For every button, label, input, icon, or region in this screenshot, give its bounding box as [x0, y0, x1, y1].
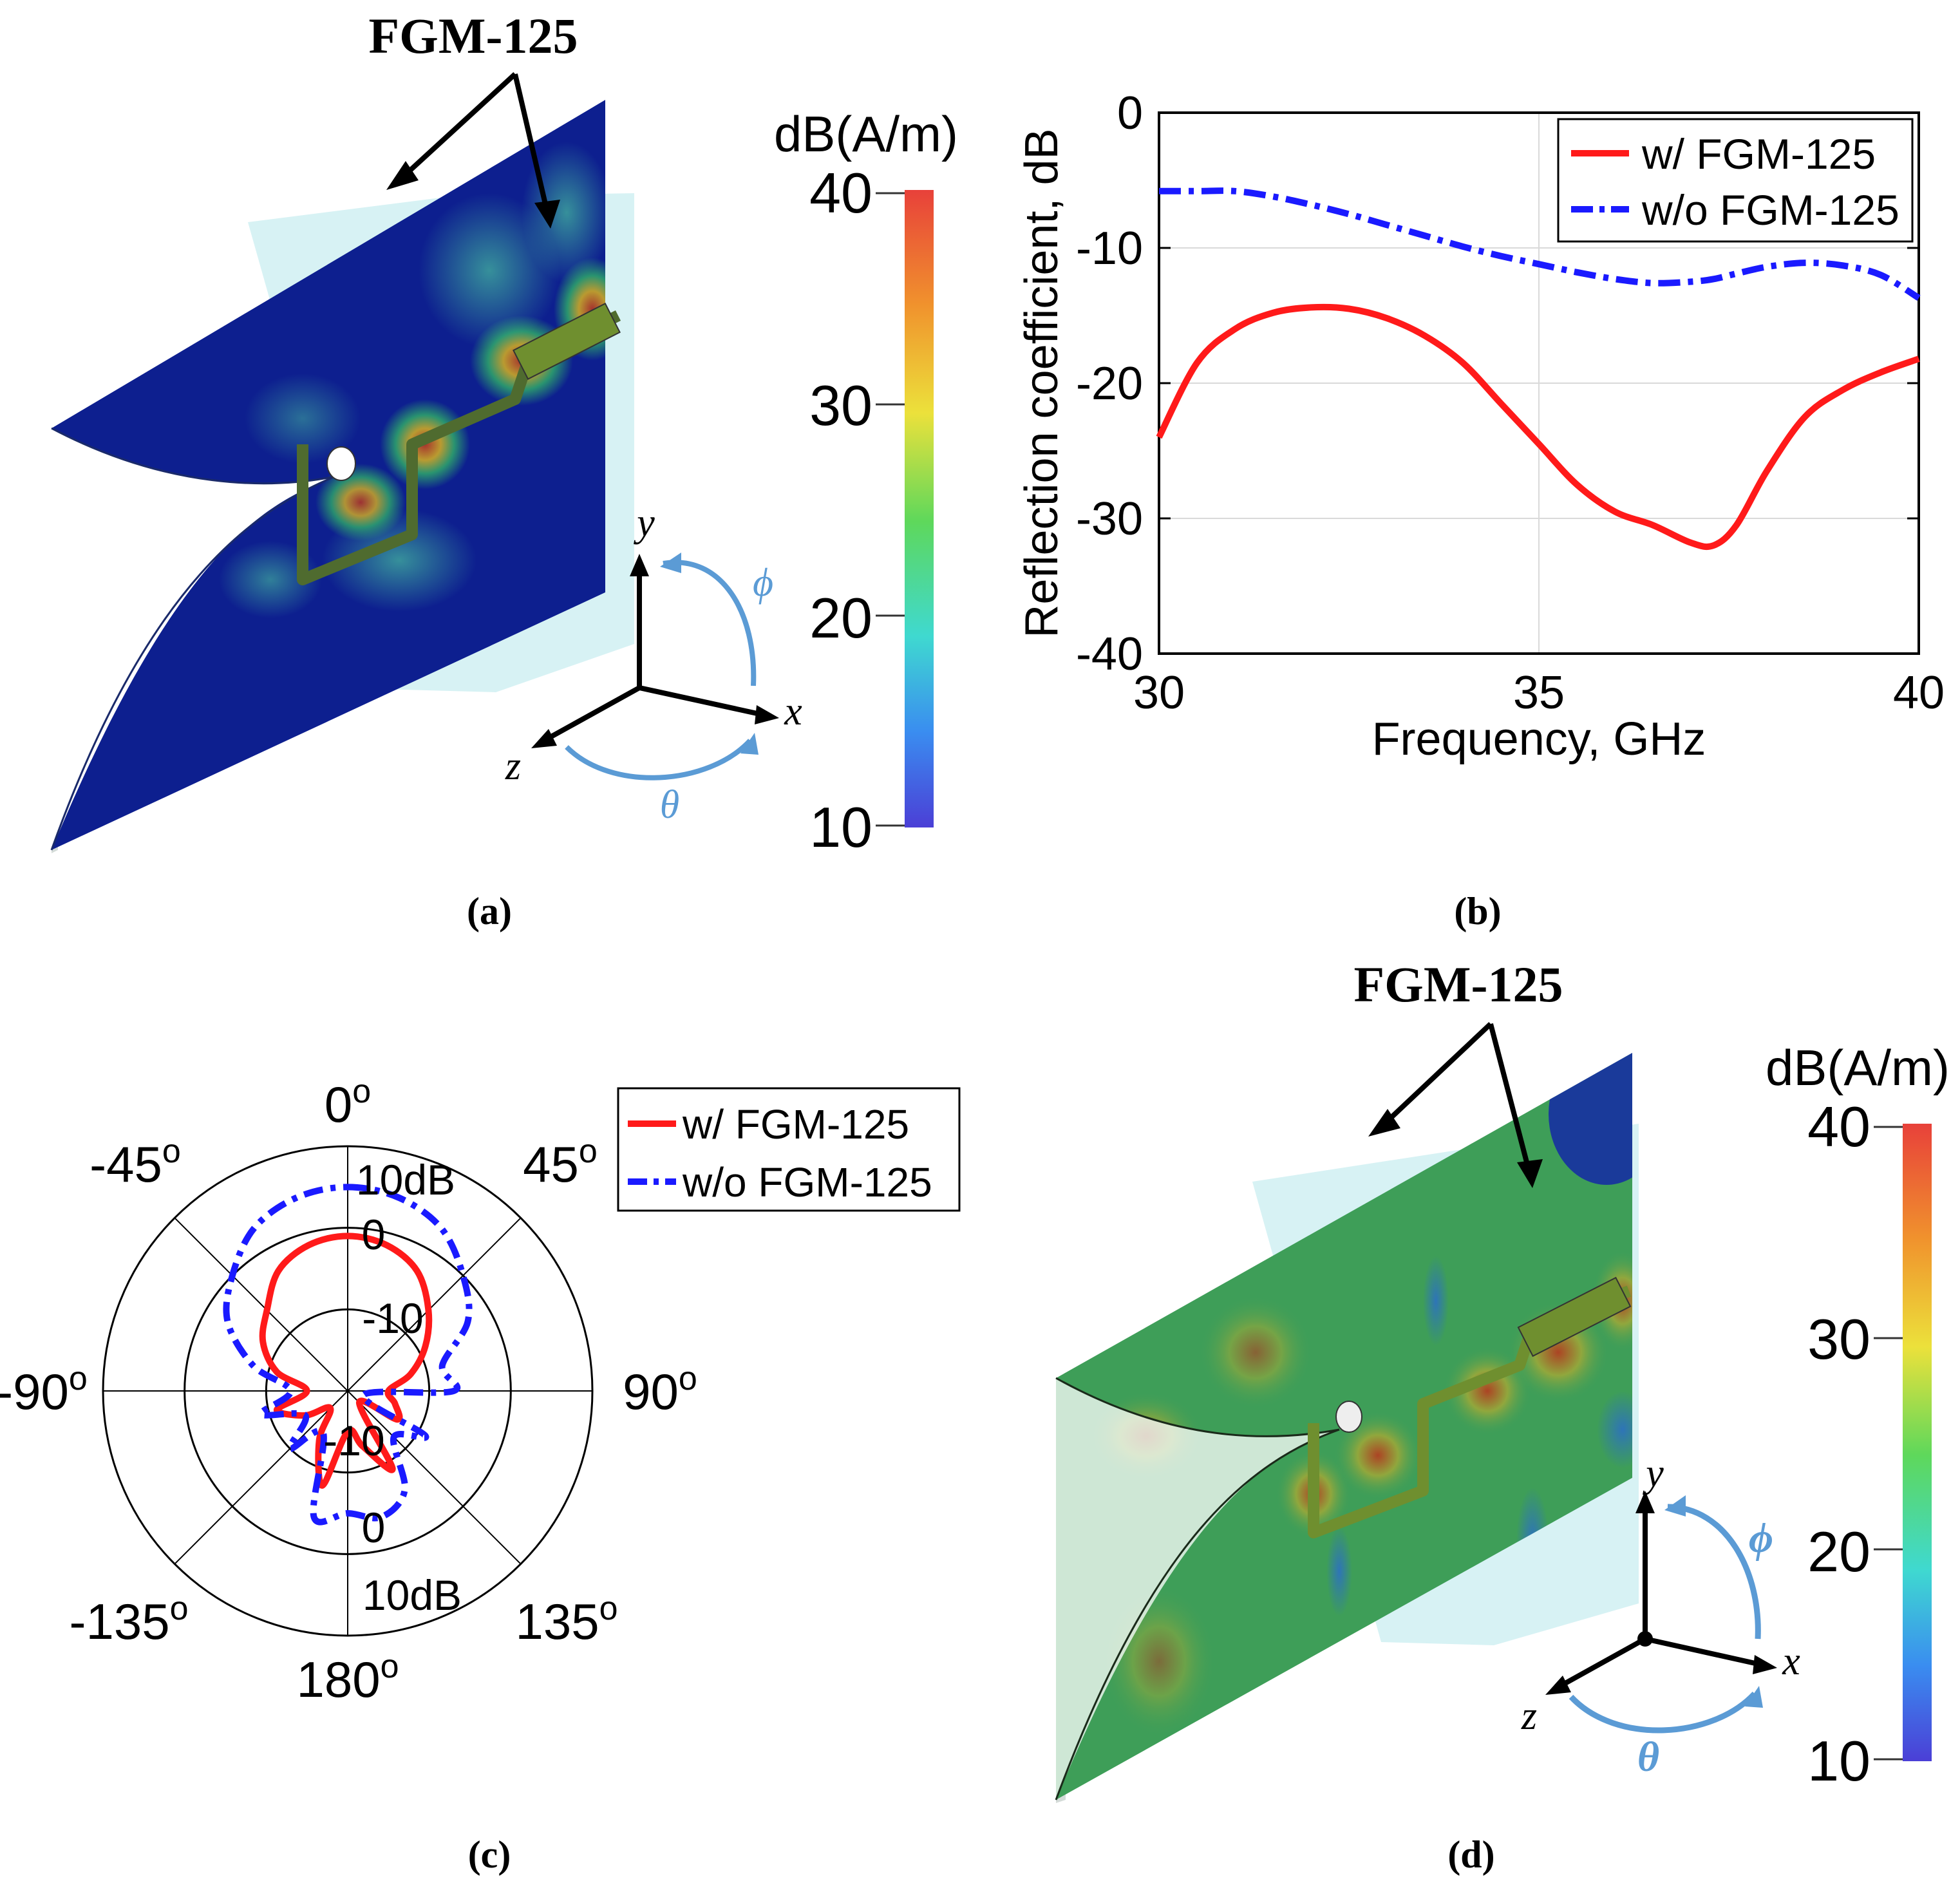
polar-series-0	[259, 1233, 433, 1489]
svg-text:ϕ: ϕ	[1749, 1515, 1773, 1562]
y-tick-label: -40	[1076, 628, 1143, 680]
legend-item-w: w/ FGM-125	[1641, 130, 1876, 178]
svg-text:ϕ: ϕ	[753, 561, 773, 605]
legend-item-wo: w/o FGM-125	[1641, 186, 1899, 234]
svg-text:y: y	[1642, 1451, 1664, 1495]
series-line-1	[1159, 187, 1921, 301]
polar-angle-label: 90o	[623, 1360, 697, 1420]
polar-angle-label: -90o	[0, 1360, 88, 1420]
polar-series-1	[223, 1184, 473, 1526]
y-tick-label: -20	[1076, 358, 1143, 410]
polar-ring-label: 0	[362, 1211, 386, 1258]
svg-text:20: 20	[809, 586, 872, 650]
x-tick-label: 30	[1133, 667, 1185, 719]
polar-spoke	[347, 1390, 522, 1565]
callout-arrow-box-a	[397, 72, 517, 182]
polar-ring-label: -10	[362, 1294, 423, 1342]
polar-ring-label: 10dB	[356, 1156, 455, 1204]
svg-text:dB(A/m): dB(A/m)	[1766, 1039, 1950, 1096]
svg-text:30: 30	[1807, 1307, 1870, 1371]
y-tick-label: -30	[1076, 493, 1143, 545]
polar-ring-label: 10dB	[363, 1571, 462, 1619]
x-tick-label: 35	[1513, 667, 1565, 719]
legend-item-w: w/ FGM-125	[682, 1101, 909, 1148]
colorbar-d: dB(A/m) 40 30 20 10	[1766, 1039, 1950, 1793]
colorbar-a: dB(A/m) 40 30 20 10	[774, 106, 958, 859]
svg-text:z: z	[505, 744, 521, 788]
radiation-pattern-chart: 0o 45o 90o 135o 180o -135o -90o -45o 10dB 0 -10 -10…	[0, 1073, 961, 1876]
caption-c: (c)	[468, 1833, 511, 1876]
caption-d: (d)	[1447, 1833, 1494, 1876]
polar-angle-label: 45o	[523, 1133, 598, 1193]
svg-text:10: 10	[809, 795, 872, 859]
polar-angle-label: -45o	[90, 1133, 181, 1193]
series-line-0	[1156, 303, 1920, 551]
polar-spoke	[347, 1217, 522, 1392]
x-tick-label: 40	[1893, 667, 1945, 719]
coordinate-axes-a: y x z ϕ θ	[505, 501, 802, 827]
x-axis-label: Frequency, GHz	[1372, 713, 1706, 765]
coordinate-axes-d: y x z ϕ θ	[1521, 1451, 1800, 1781]
callout-label-a: FGM-125	[369, 8, 578, 64]
caption-a: (a)	[467, 890, 512, 932]
y-tick-label: 0	[1117, 88, 1143, 139]
svg-text:dB(A/m): dB(A/m)	[774, 106, 958, 162]
polar-ring-label: -10	[323, 1417, 384, 1464]
legend-b: w/ FGM-125 w/o FGM-125	[1557, 118, 1914, 243]
legend-c: w/ FGM-125 w/o FGM-125	[617, 1087, 961, 1212]
svg-text:x: x	[784, 690, 802, 733]
polar-spoke	[174, 1390, 348, 1565]
y-tick-label: -10	[1076, 223, 1143, 274]
caption-b: (b)	[1454, 890, 1501, 932]
callout-arrow-plane-a	[513, 73, 550, 213]
svg-text:y: y	[633, 501, 655, 545]
legend-item-wo: w/o FGM-125	[682, 1159, 932, 1205]
svg-text:30: 30	[809, 373, 872, 437]
polar-angle-label: 180o	[296, 1648, 399, 1708]
callout-arrow-plane-d	[1488, 1023, 1532, 1173]
svg-text:x: x	[1782, 1640, 1800, 1683]
svg-text:40: 40	[1807, 1095, 1870, 1158]
tapered-slot	[39, 425, 335, 850]
svg-text:10: 10	[1807, 1729, 1870, 1793]
svg-text:40: 40	[809, 161, 872, 225]
callout-label-d: FGM-125	[1354, 956, 1563, 1012]
y-axis-label: Reflection coefficient, dB	[1016, 128, 1068, 638]
polar-ring-label: 0	[362, 1504, 386, 1551]
svg-text:z: z	[1521, 1694, 1537, 1738]
tapered-slot	[1043, 1375, 1339, 1800]
field-panel-a: FGM-125 y x z ϕ θ dB(A/m) 40 30 20 10 (a…	[39, 8, 958, 932]
reflection-chart: 30 35 40 0 -10 -20 -30 -40 Frequency, GHz Refle…	[1016, 88, 1945, 932]
svg-text:θ: θ	[660, 783, 679, 827]
callout-arrow-box-d	[1379, 1022, 1493, 1129]
polar-spoke	[174, 1217, 348, 1392]
polar-angle-label: 0o	[325, 1073, 371, 1133]
polar-angle-label: 135o	[515, 1590, 617, 1650]
svg-text:20: 20	[1807, 1520, 1870, 1583]
field-panel-d: FGM-125 y x z ϕ θ dB(A/m) 40 30 20 10 (d…	[1043, 956, 1950, 1876]
polar-angle-label: -135o	[69, 1590, 188, 1650]
svg-text:θ: θ	[1637, 1734, 1659, 1781]
